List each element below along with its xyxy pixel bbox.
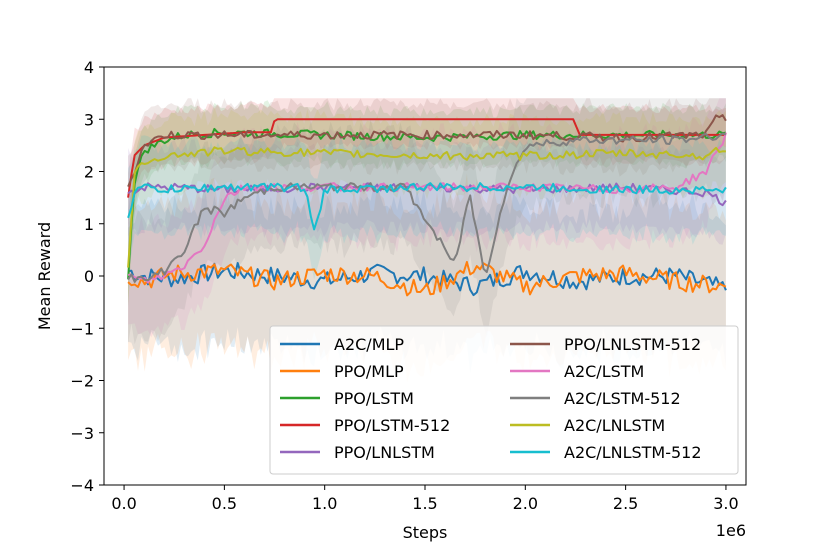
- legend-box: [269, 325, 739, 475]
- x-tick-label: 1.0: [312, 494, 337, 513]
- legend-label: A2C/LNLSTM-512: [564, 443, 702, 462]
- band-ppo-lstm: [128, 100, 726, 307]
- legend-label: PPO/LSTM-512: [334, 416, 450, 435]
- x-axis: 0.0 0.5 1.0 1.5 2.0 2.5 3.0: [111, 485, 739, 513]
- x-tick-label: 0.5: [212, 494, 237, 513]
- legend-label: PPO/LNLSTM-512: [564, 335, 701, 354]
- x-tick-label: 0.0: [111, 494, 136, 513]
- legend-label: PPO/MLP: [334, 362, 404, 381]
- y-tick-label: 1: [84, 215, 94, 234]
- y-tick-label: −4: [70, 476, 94, 495]
- x-tick-label: 2.5: [613, 494, 638, 513]
- series-line-a2c-lnlstm: [127, 146, 726, 268]
- legend-label: PPO/LSTM: [334, 389, 414, 408]
- legend-label: A2C/LSTM-512: [564, 389, 681, 408]
- series-lines: [127, 114, 727, 297]
- y-tick-label: 2: [84, 163, 94, 182]
- y-tick-label: 0: [84, 267, 94, 286]
- band-ppo-lstm-512: [128, 98, 726, 227]
- y-tick-label: −1: [70, 319, 94, 338]
- x-tick-label: 1.5: [412, 494, 437, 513]
- y-tick-label: 3: [84, 110, 94, 129]
- y-tick-label: −2: [70, 372, 94, 391]
- band-a2c-lnlstm-512: [128, 133, 726, 280]
- y-tick-label: 4: [84, 58, 94, 77]
- y-tick-label: −3: [70, 424, 94, 443]
- x-axis-offset-label: 1e6: [716, 521, 746, 540]
- x-tick-label: 2.0: [513, 494, 538, 513]
- series-line-a2c-lnlstm-512: [127, 182, 727, 231]
- x-tick-label: 3.0: [713, 494, 738, 513]
- legend-label: A2C/LSTM: [564, 362, 644, 381]
- series-line-ppo-mlp: [127, 261, 727, 297]
- series-line-a2c-lstm-512: [127, 132, 727, 283]
- y-axis: −4 −3 −2 −1 0 1 2 3 4: [70, 58, 104, 495]
- legend-label: PPO/LNLSTM: [334, 443, 435, 462]
- y-axis-label: Mean Reward: [35, 222, 54, 330]
- series-line-ppo-lstm-512: [127, 118, 726, 198]
- legend-label: A2C/MLP: [334, 335, 404, 354]
- legend-label: A2C/LNLSTM: [564, 416, 665, 435]
- band-ppo-lnlstm: [128, 137, 726, 245]
- legend: A2C/MLP PPO/MLP PPO/LSTM PPO/LSTM-512 PPO/LN…: [269, 325, 739, 475]
- series-line-ppo-lnlstm-512: [127, 114, 727, 187]
- x-axis-label: Steps: [403, 523, 448, 542]
